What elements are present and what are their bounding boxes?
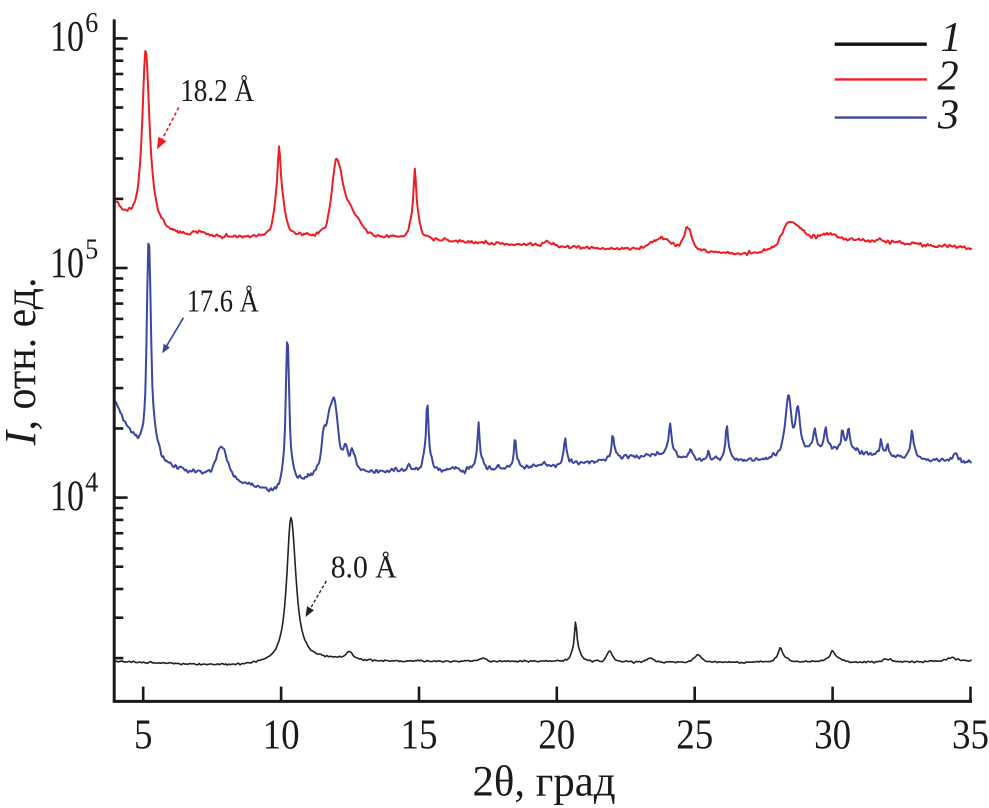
svg-text:8.0 Å: 8.0 Å: [331, 550, 397, 585]
svg-text:10: 10: [50, 473, 84, 520]
svg-text:5: 5: [134, 712, 153, 759]
svg-text:20: 20: [538, 712, 575, 759]
svg-text:6: 6: [85, 8, 98, 39]
svg-text:, отн. ед.: , отн. ед.: [0, 278, 45, 431]
svg-text:3: 3: [937, 92, 959, 139]
svg-text:1: 1: [940, 14, 961, 61]
svg-text:10: 10: [263, 712, 300, 759]
svg-text:15: 15: [401, 712, 438, 759]
svg-text:2: 2: [937, 53, 958, 100]
svg-text:25: 25: [676, 712, 713, 759]
svg-text:10: 10: [50, 14, 84, 61]
svg-text:5: 5: [85, 235, 98, 266]
svg-text:18.2 Å: 18.2 Å: [180, 73, 254, 108]
svg-text:I: I: [0, 429, 45, 447]
svg-text:30: 30: [814, 712, 851, 759]
svg-text:2θ, град: 2θ, град: [473, 759, 616, 806]
svg-text:10: 10: [50, 240, 84, 287]
svg-text:35: 35: [952, 712, 989, 759]
svg-text:17.6 Å: 17.6 Å: [187, 284, 259, 319]
svg-text:4: 4: [85, 467, 98, 498]
